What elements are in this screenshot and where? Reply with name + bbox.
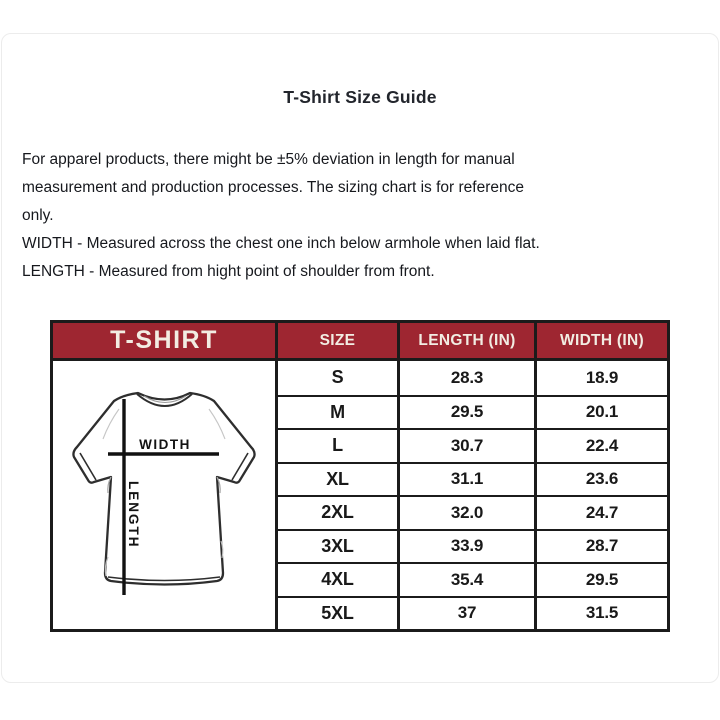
tshirt-illustration: WIDTH LENGTH	[53, 361, 278, 629]
left-armpit-seam	[107, 476, 112, 494]
description-line: measurement and production processes. Th…	[22, 179, 524, 196]
size-chart-table: T-SHIRT SIZE LENGTH (IN) WIDTH (IN) WID	[50, 320, 670, 632]
cell-m-width: 20.1	[537, 394, 667, 428]
page-title: T-Shirt Size Guide	[283, 87, 437, 107]
tshirt-drawing: WIDTH LENGTH	[72, 391, 256, 595]
right-side-wrinkle	[220, 540, 224, 559]
right-cuff-line	[231, 452, 249, 481]
cell-m-length: 29.5	[400, 394, 537, 428]
size-guide-description: For apparel products, there might be ±5%…	[22, 146, 702, 286]
width-label: WIDTH	[139, 437, 191, 452]
column-header-width: WIDTH (IN)	[537, 323, 667, 361]
cell-4xl-length: 35.4	[400, 562, 537, 596]
description-line: For apparel products, there might be ±5%…	[22, 151, 515, 168]
right-armpit-seam	[216, 476, 221, 494]
cell-s-length: 28.3	[400, 361, 537, 395]
cell-l-size: L	[278, 428, 400, 462]
right-sleeve-shading	[208, 408, 226, 440]
cell-xl-length: 31.1	[400, 461, 537, 495]
description-line: WIDTH - Measured across the chest one in…	[22, 235, 540, 252]
cell-s-width: 18.9	[537, 361, 667, 395]
left-sleeve-shading	[102, 408, 120, 440]
collar-front-arc	[136, 393, 193, 407]
table-corner-header: T-SHIRT	[53, 323, 278, 361]
cell-3xl-size: 3XL	[278, 528, 400, 562]
left-cuff-line	[79, 452, 97, 481]
cell-xl-width: 23.6	[537, 461, 667, 495]
tshirt-outline	[72, 391, 256, 586]
cell-4xl-size: 4XL	[278, 562, 400, 596]
cell-m-size: M	[278, 394, 400, 428]
description-line: LENGTH - Measured from hight point of sh…	[22, 263, 435, 280]
length-label: LENGTH	[126, 481, 141, 549]
cell-l-width: 22.4	[537, 428, 667, 462]
cell-4xl-width: 29.5	[537, 562, 667, 596]
cell-5xl-width: 31.5	[537, 595, 667, 629]
description-line: only.	[22, 207, 54, 224]
cell-2xl-length: 32.0	[400, 495, 537, 529]
cell-3xl-length: 33.9	[400, 528, 537, 562]
cell-3xl-width: 28.7	[537, 528, 667, 562]
cell-5xl-length: 37	[400, 595, 537, 629]
cell-s-size: S	[278, 361, 400, 395]
hem-line	[107, 576, 221, 582]
cell-2xl-width: 24.7	[537, 495, 667, 529]
column-header-size: SIZE	[278, 323, 400, 361]
cell-xl-size: XL	[278, 461, 400, 495]
cell-5xl-size: 5XL	[278, 595, 400, 629]
cell-2xl-size: 2XL	[278, 495, 400, 529]
cell-l-length: 30.7	[400, 428, 537, 462]
column-header-length: LENGTH (IN)	[400, 323, 537, 361]
collar-rib-arc	[143, 395, 187, 404]
left-hem-wrinkle	[104, 556, 109, 577]
